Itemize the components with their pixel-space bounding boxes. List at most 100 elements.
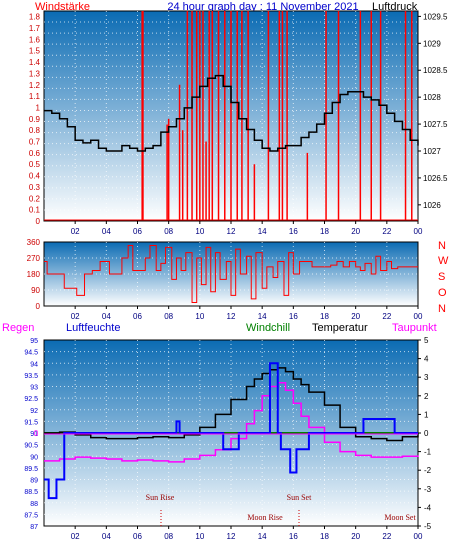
sun-set-label: Sun Set (287, 493, 312, 502)
humidity-ytick-label: 95 (30, 338, 38, 345)
pressure-ytick-label: 1029.5 (423, 12, 448, 21)
pressure-ytick-label: 1026.5 (423, 174, 448, 183)
humidity-ytick-label: 92 (30, 408, 38, 415)
pressure-ytick-label: 1029 (423, 39, 441, 48)
wind-ytick-label: 1.2 (29, 81, 41, 90)
temp-ytick-label: 4 (424, 355, 429, 364)
wind-pressure-chart: 0 0.1 0.2 0.3 0.4 0.5 0.6 0.7 0.8 0.9 1 1.1 1.2 1.3 1.… (29, 11, 448, 236)
dir-xtick-label: 10 (195, 312, 204, 321)
wind-xtick-label: 08 (164, 227, 173, 236)
legend-temperature: Temperatur (312, 322, 368, 334)
wind-direction-chart: 0 90 180 270 360 02 04 06 08 10 12 14 16 18 20 22 00 (27, 238, 423, 321)
wind-xtick-label: 06 (133, 227, 142, 236)
dir-xtick-label: 22 (382, 312, 391, 321)
dir-xtick-label: 12 (227, 312, 236, 321)
pressure-line (44, 74, 419, 152)
temp-ytick-label: -4 (424, 503, 432, 512)
wind-ytick-label: 1.3 (29, 69, 41, 78)
temp-xtick-label: 12 (227, 532, 236, 541)
humidity-ytick-label: 89.5 (24, 466, 38, 473)
temp-ytick-label: -1 (424, 448, 432, 457)
legend-windchill: Windchill (246, 322, 290, 334)
wind-title: Windstärke (35, 1, 90, 13)
dir-xtick-label: 04 (102, 312, 111, 321)
dir-xtick-label: 00 (414, 312, 423, 321)
wind-ytick-label: 1.7 (29, 24, 41, 33)
humidity-ytick-label: 93.5 (24, 373, 38, 380)
dir-xtick-label: 20 (351, 312, 360, 321)
dewpoint-line (44, 382, 419, 463)
temp-ytick-label: 5 (424, 336, 429, 345)
moon-set-label: Moon Set (384, 513, 416, 522)
temp-ytick-label: -5 (424, 522, 432, 531)
humidity-ytick-label: 90 (30, 454, 38, 461)
humidity-ytick-label: 91.5 (24, 419, 38, 426)
humidity-ytick-label: 92.5 (24, 396, 38, 403)
wind-ytick-label: 0.1 (29, 206, 41, 215)
wind-direction-line (44, 245, 418, 303)
wind-ytick-label: 0.4 (29, 172, 41, 181)
graph-title: 24 hour graph day : 11 November 2021 (167, 1, 358, 13)
temp-xtick-label: 08 (164, 532, 173, 541)
temp-ytick-label: 1 (424, 410, 429, 419)
dir-label-w: W (438, 255, 449, 267)
humidity-ytick-label: 91 (30, 431, 38, 438)
legend-rain: Regen (2, 322, 34, 334)
dir-xtick-label: 18 (320, 312, 329, 321)
temperature-chart: 87 87.5 88 88.5 89 89.5 90 90.5 91 91.5 92 92.5 93 93… (24, 336, 431, 541)
dir-xtick-label: 14 (258, 312, 267, 321)
temp-xtick-label: 02 (71, 532, 80, 541)
dir-xtick-label: 02 (71, 312, 80, 321)
wind-xtick-label: 02 (71, 227, 80, 236)
wind-xtick-label: 20 (351, 227, 360, 236)
humidity-ytick-label: 88.5 (24, 489, 38, 496)
dir-label-n-top: N (438, 240, 446, 252)
wind-ytick-label: 0.6 (29, 149, 41, 158)
wind-ytick-label: 1 (36, 103, 41, 112)
dir-ytick-label: 270 (27, 254, 41, 263)
temp-xtick-label: 20 (351, 532, 360, 541)
wind-xtick-label: 16 (289, 227, 298, 236)
wind-ytick-label: 1.4 (29, 58, 41, 67)
dir-xtick-label: 16 (289, 312, 298, 321)
dir-ytick-label: 180 (27, 270, 41, 279)
wind-ytick-label: 1.5 (29, 47, 41, 56)
wind-ytick-label: 1.6 (29, 35, 41, 44)
humidity-ytick-label: 90.5 (24, 443, 38, 450)
temperature-line (44, 367, 419, 442)
temp-xtick-label: 22 (382, 532, 391, 541)
wind-ytick-label: 1.8 (29, 13, 41, 22)
pressure-title: Luftdruck (372, 1, 418, 13)
humidity-ytick-label: 87.5 (24, 512, 38, 519)
rain-zero-label: 0 (34, 429, 39, 438)
dir-ytick-label: 90 (31, 286, 40, 295)
temp-ytick-label: -3 (424, 485, 432, 494)
humidity-ytick-label: 93 (30, 385, 38, 392)
temp-xtick-label: 04 (102, 532, 111, 541)
humidity-ytick-label: 94.5 (24, 350, 38, 357)
dir-label-o: O (438, 287, 447, 299)
wind-xtick-label: 14 (258, 227, 267, 236)
humidity-ytick-label: 88 (30, 501, 38, 508)
temp-ytick-label: 0 (424, 429, 429, 438)
dir-xtick-label: 08 (164, 312, 173, 321)
temp-xtick-label: 18 (320, 532, 329, 541)
temp-xtick-label: 16 (289, 532, 298, 541)
wind-ytick-label: 0.7 (29, 138, 41, 147)
wind-xtick-label: 04 (102, 227, 111, 236)
humidity-ytick-label: 87 (30, 524, 38, 531)
wind-ytick-label: 0 (36, 217, 41, 226)
dir-label-n-bottom: N (438, 303, 446, 315)
wind-xtick-label: 22 (382, 227, 391, 236)
humidity-line (44, 362, 418, 500)
pressure-ytick-label: 1027 (423, 147, 441, 156)
wind-ytick-label: 1.1 (29, 92, 41, 101)
pressure-ytick-label: 1028 (423, 93, 441, 102)
dir-ytick-label: 360 (27, 238, 41, 247)
temp-xtick-label: 10 (195, 532, 204, 541)
wind-ytick-label: 0.9 (29, 115, 41, 124)
temp-ytick-label: 2 (424, 392, 429, 401)
wind-ytick-label: 0.5 (29, 160, 41, 169)
